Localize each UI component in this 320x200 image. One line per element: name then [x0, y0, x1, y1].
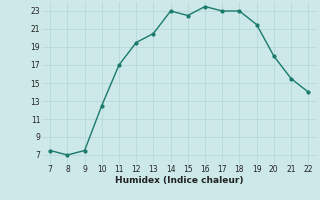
- X-axis label: Humidex (Indice chaleur): Humidex (Indice chaleur): [115, 176, 244, 185]
